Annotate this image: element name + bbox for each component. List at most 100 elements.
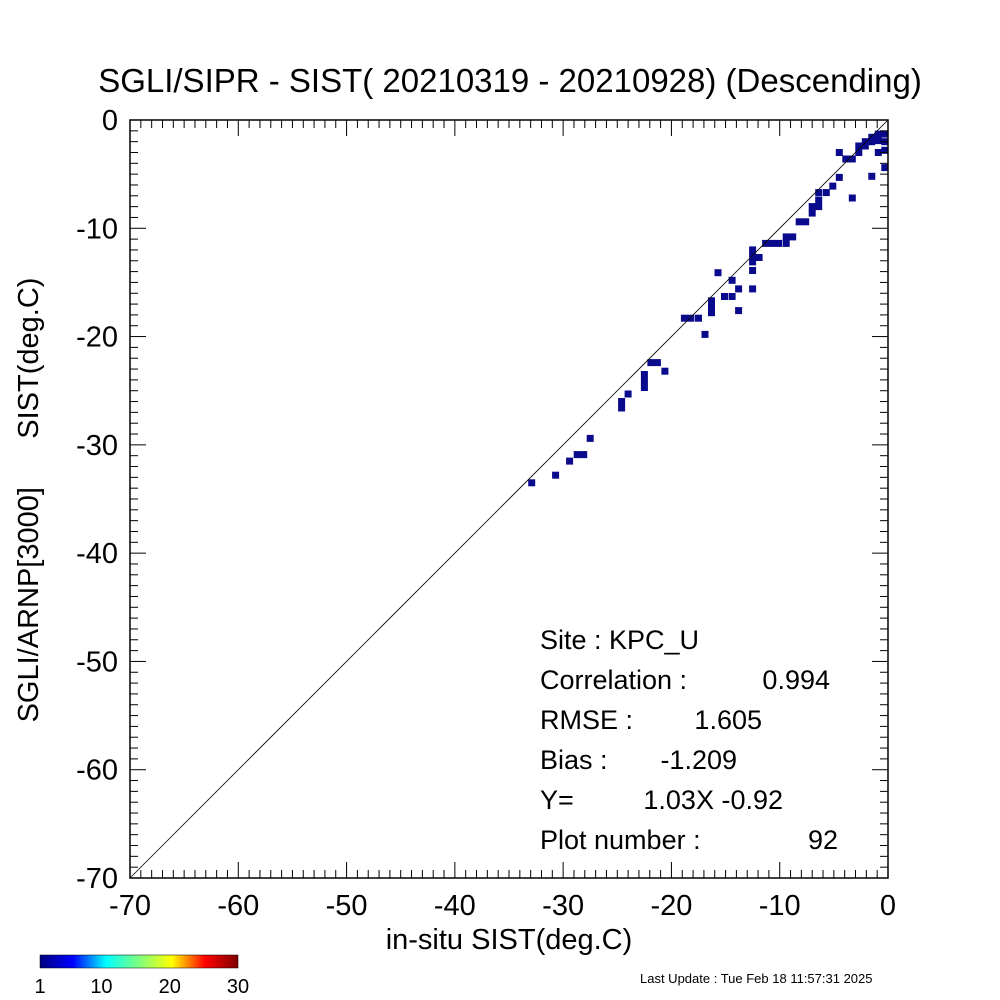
data-cell — [861, 138, 869, 146]
data-cell — [640, 377, 648, 385]
colorbar-tick-labels: 1 10 20 30 — [34, 976, 249, 998]
data-cells — [528, 130, 889, 487]
reference-line — [129, 119, 889, 879]
data-cell — [680, 314, 688, 322]
chart-title: SGLI/SIPR - SIST( 20210319 - 20210928) (… — [98, 62, 922, 99]
colorbar-tick-label: 20 — [159, 976, 181, 998]
stat-label: RMSE : — [540, 705, 633, 735]
data-cell — [815, 189, 823, 197]
data-cell — [802, 218, 810, 226]
data-cell — [768, 239, 776, 247]
data-cell — [789, 233, 797, 241]
data-cell — [874, 149, 882, 156]
data-cell — [618, 398, 626, 405]
data-cell — [755, 254, 763, 261]
data-cell — [728, 293, 736, 300]
data-cell — [835, 149, 843, 156]
data-cell — [855, 142, 863, 150]
y-axis-label: SGLI/ARNP[3000] SIST(deg.C) — [13, 278, 45, 723]
stats-block: Site : KPC_U Correlation : 0.994 RMSE : 1.60… — [540, 625, 838, 855]
data-cell — [735, 307, 743, 315]
data-cell — [528, 479, 536, 487]
data-cell — [881, 146, 889, 154]
data-cell — [735, 285, 743, 293]
data-cell — [624, 390, 632, 398]
data-cell — [868, 133, 876, 141]
stat-value: -1.209 — [660, 745, 737, 775]
data-cell — [855, 149, 863, 156]
colorbar-tick-label: 1 — [34, 976, 45, 998]
x-axis-label: in-situ SIST(deg.C) — [386, 924, 633, 956]
data-cell — [708, 302, 715, 310]
data-cell — [881, 130, 889, 138]
x-tick-label: -50 — [326, 890, 368, 922]
data-cell — [881, 164, 889, 172]
data-cell — [687, 314, 695, 322]
y-tick-label: -20 — [76, 322, 118, 354]
stat-label: Correlation : — [540, 665, 687, 695]
data-cell — [795, 218, 803, 226]
x-tick-label: -10 — [759, 890, 801, 922]
y-tick-labels: -70 -60 -50 -40 -30 -20 -10 0 — [76, 105, 118, 895]
y-tick-label: -40 — [76, 538, 118, 570]
data-cell — [640, 384, 648, 391]
y-tick-label: -50 — [76, 646, 118, 678]
data-cell — [775, 239, 783, 247]
data-cell — [749, 285, 757, 293]
data-cell — [848, 155, 856, 163]
x-tick-labels: -70 -60 -50 -40 -30 -20 -10 0 — [109, 890, 896, 922]
stat-label: Site : KPC_U — [540, 625, 699, 655]
y-tick-label: -30 — [76, 430, 118, 462]
stat-value: 0.994 — [762, 665, 830, 695]
x-tick-label: -20 — [650, 890, 692, 922]
stat-label: Y= — [540, 785, 574, 815]
data-cell — [701, 330, 709, 338]
data-cell — [552, 471, 560, 479]
x-tick-label: -60 — [217, 890, 259, 922]
data-cell — [653, 359, 661, 367]
data-cell — [580, 451, 588, 459]
y-tick-label: -60 — [76, 755, 118, 787]
last-update-text: Last Update : Tue Feb 18 11:57:31 2025 — [640, 971, 873, 986]
data-cell — [749, 258, 757, 266]
y-tick-label: 0 — [102, 105, 118, 137]
data-cell — [647, 359, 655, 367]
data-cell — [708, 297, 715, 305]
data-cell — [822, 189, 830, 197]
data-cell — [808, 203, 816, 211]
x-tick-label: -30 — [542, 890, 584, 922]
data-cell — [874, 130, 882, 138]
data-cell — [782, 239, 790, 247]
data-cell — [829, 182, 837, 190]
data-cell — [815, 203, 823, 211]
data-cell — [868, 138, 876, 146]
stat-value: 92 — [808, 825, 838, 855]
data-cell — [586, 434, 594, 442]
data-cell — [842, 155, 850, 163]
colorbar — [39, 954, 239, 969]
colorbar-tick-label: 10 — [90, 976, 112, 998]
data-cell — [749, 246, 757, 254]
x-tick-label: -40 — [434, 890, 476, 922]
data-cell — [848, 194, 856, 202]
data-cell — [808, 209, 816, 217]
data-cell — [708, 309, 715, 317]
stat-label: Bias : — [540, 745, 608, 775]
colorbar-tick-label: 30 — [227, 976, 249, 998]
data-cell — [868, 172, 876, 180]
data-cell — [815, 196, 823, 204]
data-cell — [782, 233, 790, 241]
data-cell — [874, 137, 882, 145]
data-cell — [861, 142, 869, 150]
data-cell — [714, 269, 722, 277]
stat-value: 1.605 — [694, 705, 762, 735]
data-cell — [749, 267, 757, 274]
y-tick-label: -10 — [76, 213, 118, 245]
data-cell — [695, 314, 702, 322]
minor-ticks — [129, 119, 889, 879]
stat-label: Plot number : — [540, 825, 701, 855]
stat-value: 1.03X -0.92 — [643, 785, 783, 815]
data-cell — [721, 293, 728, 300]
data-cell — [618, 404, 626, 412]
